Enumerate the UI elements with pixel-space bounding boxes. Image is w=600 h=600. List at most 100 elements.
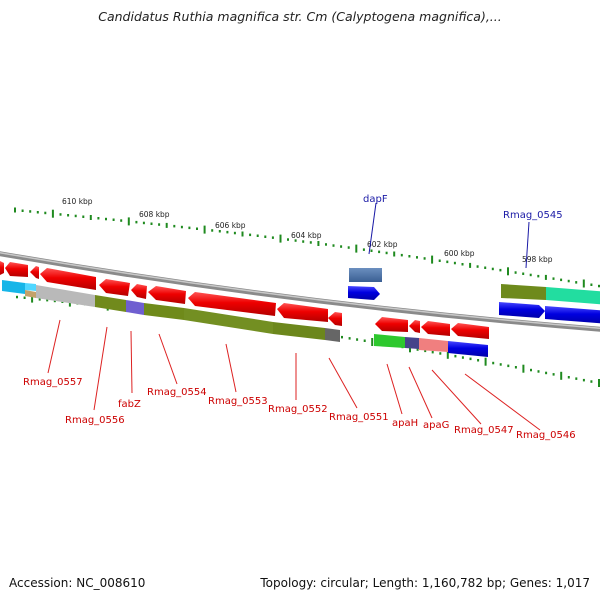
gene-label-apaH[interactable]: apaH xyxy=(392,418,418,429)
scale-tick xyxy=(529,273,532,277)
gene-arrow[interactable] xyxy=(375,317,408,332)
scale-tick xyxy=(544,274,547,280)
scale-tick xyxy=(23,296,26,299)
scale-tick xyxy=(173,224,176,228)
accession-text: Accession: NC_008610 xyxy=(9,576,146,590)
gene-label-Rmag_0547[interactable]: Rmag_0547 xyxy=(454,425,514,436)
scale-tick xyxy=(522,364,525,373)
scale-tick xyxy=(484,266,487,269)
scale-tick xyxy=(31,294,34,303)
gene-arrow[interactable] xyxy=(40,268,96,290)
chromosome-backbone-highlight xyxy=(0,251,600,329)
scale-tick xyxy=(46,298,49,302)
topology-text: Topology: circular; Length: 1,160,782 bp… xyxy=(260,576,590,590)
gene-arrow[interactable] xyxy=(348,286,380,300)
scale-tick xyxy=(112,218,115,221)
scale-tick xyxy=(287,238,289,241)
gene-label-Rmag_0551[interactable]: Rmag_0551 xyxy=(329,412,389,423)
gene-label-dapF[interactable]: dapF xyxy=(363,194,388,205)
scale-tick xyxy=(453,261,456,265)
scale-tick xyxy=(477,359,480,362)
gene-arrow[interactable] xyxy=(451,323,489,339)
gene-arrow[interactable] xyxy=(328,312,342,326)
scale-tick xyxy=(44,211,47,215)
scale-tick xyxy=(522,272,525,275)
scale-tick xyxy=(476,265,479,268)
scale-tick xyxy=(530,368,532,372)
gene-arrow[interactable] xyxy=(545,306,600,324)
scale-tick xyxy=(218,230,221,233)
scale-tick xyxy=(423,257,426,260)
scale-tick xyxy=(438,259,441,262)
gene-arrow[interactable] xyxy=(148,286,186,304)
scale-tick xyxy=(188,226,191,230)
gene-label-Rmag_0545[interactable]: Rmag_0545 xyxy=(503,210,563,221)
scale-tick xyxy=(385,251,388,255)
gene-dapF-block[interactable] xyxy=(349,268,382,282)
gene-label-apaG[interactable]: apaG xyxy=(423,420,449,431)
scale-tick xyxy=(552,277,555,280)
scale-tick xyxy=(158,223,161,226)
scale-tick xyxy=(454,354,457,358)
map-title: Candidatus Ruthia magnifica str. Cm (Cal… xyxy=(98,9,502,24)
scale-tick xyxy=(371,338,374,346)
scale-tick xyxy=(499,268,502,272)
gene-label-Rmag_0553[interactable]: Rmag_0553 xyxy=(208,396,268,407)
scale-tick xyxy=(537,370,540,373)
scale-tick xyxy=(67,214,70,217)
scale-tick xyxy=(507,267,509,276)
gene-label-Rmag_0554[interactable]: Rmag_0554 xyxy=(147,387,207,398)
gene-arrow[interactable] xyxy=(5,262,28,277)
scale-tick xyxy=(211,229,214,232)
scale-tick xyxy=(271,236,274,239)
scale-tick xyxy=(552,373,555,376)
scale-tick xyxy=(120,219,123,222)
scale-tick xyxy=(431,350,434,354)
scale-tick xyxy=(135,220,138,224)
scale-tick xyxy=(362,248,365,251)
scale-tick xyxy=(514,366,517,369)
gene-arrow[interactable] xyxy=(131,284,147,299)
gene-arrow[interactable] xyxy=(501,284,546,300)
scale-tick xyxy=(598,284,600,288)
gene-arrow[interactable] xyxy=(188,292,276,316)
gene-arrow[interactable] xyxy=(409,320,420,333)
gene-arrow[interactable] xyxy=(421,321,450,336)
scale-tick xyxy=(59,213,62,216)
gene-label-Rmag_0546[interactable]: Rmag_0546 xyxy=(516,430,576,441)
gene-label-Rmag_0557[interactable]: Rmag_0557 xyxy=(23,377,83,388)
gene-arrow[interactable] xyxy=(499,302,545,318)
scale-tick xyxy=(74,214,77,218)
scale-tick xyxy=(393,251,396,257)
scale-tick xyxy=(53,299,56,303)
gene-arrow[interactable] xyxy=(30,266,39,279)
gene-label-fabZ[interactable]: fabZ xyxy=(118,399,141,410)
scale-tick xyxy=(165,222,168,228)
scale-label-598kbp: 598 kbp xyxy=(522,255,553,264)
scale-tick xyxy=(439,352,442,355)
scale-tick xyxy=(256,234,259,237)
gene-label-Rmag_0556[interactable]: Rmag_0556 xyxy=(65,415,125,426)
gene-arrow[interactable] xyxy=(99,279,130,296)
scale-tick xyxy=(264,235,267,238)
scale-label-604kbp: 604 kbp xyxy=(291,231,322,240)
gene-arrow[interactable] xyxy=(0,261,4,275)
scale-tick xyxy=(355,244,358,253)
gene-arrow[interactable] xyxy=(277,303,328,322)
scale-tick xyxy=(89,215,92,220)
bottom-leaders xyxy=(47,319,541,431)
scale-tick xyxy=(150,222,153,225)
scale-tick xyxy=(341,335,343,339)
scale-tick xyxy=(590,380,593,383)
scale-tick xyxy=(378,250,381,254)
forward-strand-genes xyxy=(348,268,600,324)
scale-tick xyxy=(279,234,282,243)
scale-tick xyxy=(416,348,419,351)
scale-label-608kbp: 608 kbp xyxy=(139,210,170,219)
gene-label-Rmag_0552[interactable]: Rmag_0552 xyxy=(268,404,328,415)
scale-tick xyxy=(97,217,100,220)
scale-tick xyxy=(582,378,585,382)
scale-tick xyxy=(142,221,145,225)
scale-tick xyxy=(507,364,510,368)
